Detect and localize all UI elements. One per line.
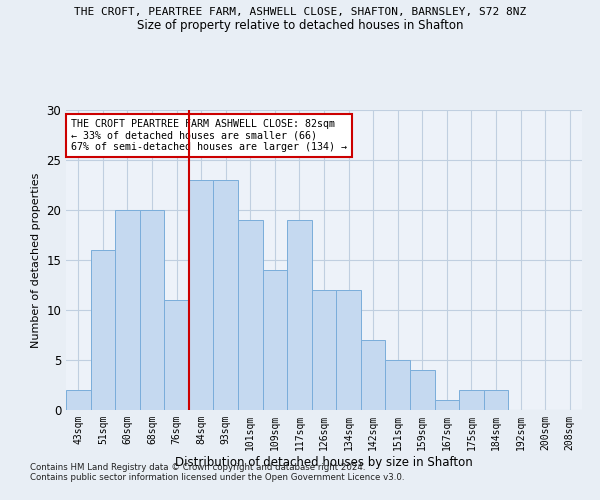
Bar	[238, 220, 263, 410]
Text: Size of property relative to detached houses in Shafton: Size of property relative to detached ho…	[137, 18, 463, 32]
Bar	[263, 270, 287, 410]
Bar	[287, 220, 312, 410]
Bar	[459, 390, 484, 410]
Bar	[336, 290, 361, 410]
Bar	[385, 360, 410, 410]
Text: THE CROFT PEARTREE FARM ASHWELL CLOSE: 82sqm
← 33% of detached houses are smalle: THE CROFT PEARTREE FARM ASHWELL CLOSE: 8…	[71, 119, 347, 152]
Bar	[410, 370, 434, 410]
Y-axis label: Number of detached properties: Number of detached properties	[31, 172, 41, 348]
Bar	[164, 300, 189, 410]
Text: Contains public sector information licensed under the Open Government Licence v3: Contains public sector information licen…	[30, 474, 404, 482]
Bar	[312, 290, 336, 410]
Bar	[115, 210, 140, 410]
Text: THE CROFT, PEARTREE FARM, ASHWELL CLOSE, SHAFTON, BARNSLEY, S72 8NZ: THE CROFT, PEARTREE FARM, ASHWELL CLOSE,…	[74, 8, 526, 18]
Bar	[434, 400, 459, 410]
Bar	[361, 340, 385, 410]
Bar	[91, 250, 115, 410]
Bar	[484, 390, 508, 410]
X-axis label: Distribution of detached houses by size in Shafton: Distribution of detached houses by size …	[175, 456, 473, 468]
Bar	[189, 180, 214, 410]
Bar	[140, 210, 164, 410]
Text: Contains HM Land Registry data © Crown copyright and database right 2024.: Contains HM Land Registry data © Crown c…	[30, 464, 365, 472]
Bar	[66, 390, 91, 410]
Bar	[214, 180, 238, 410]
